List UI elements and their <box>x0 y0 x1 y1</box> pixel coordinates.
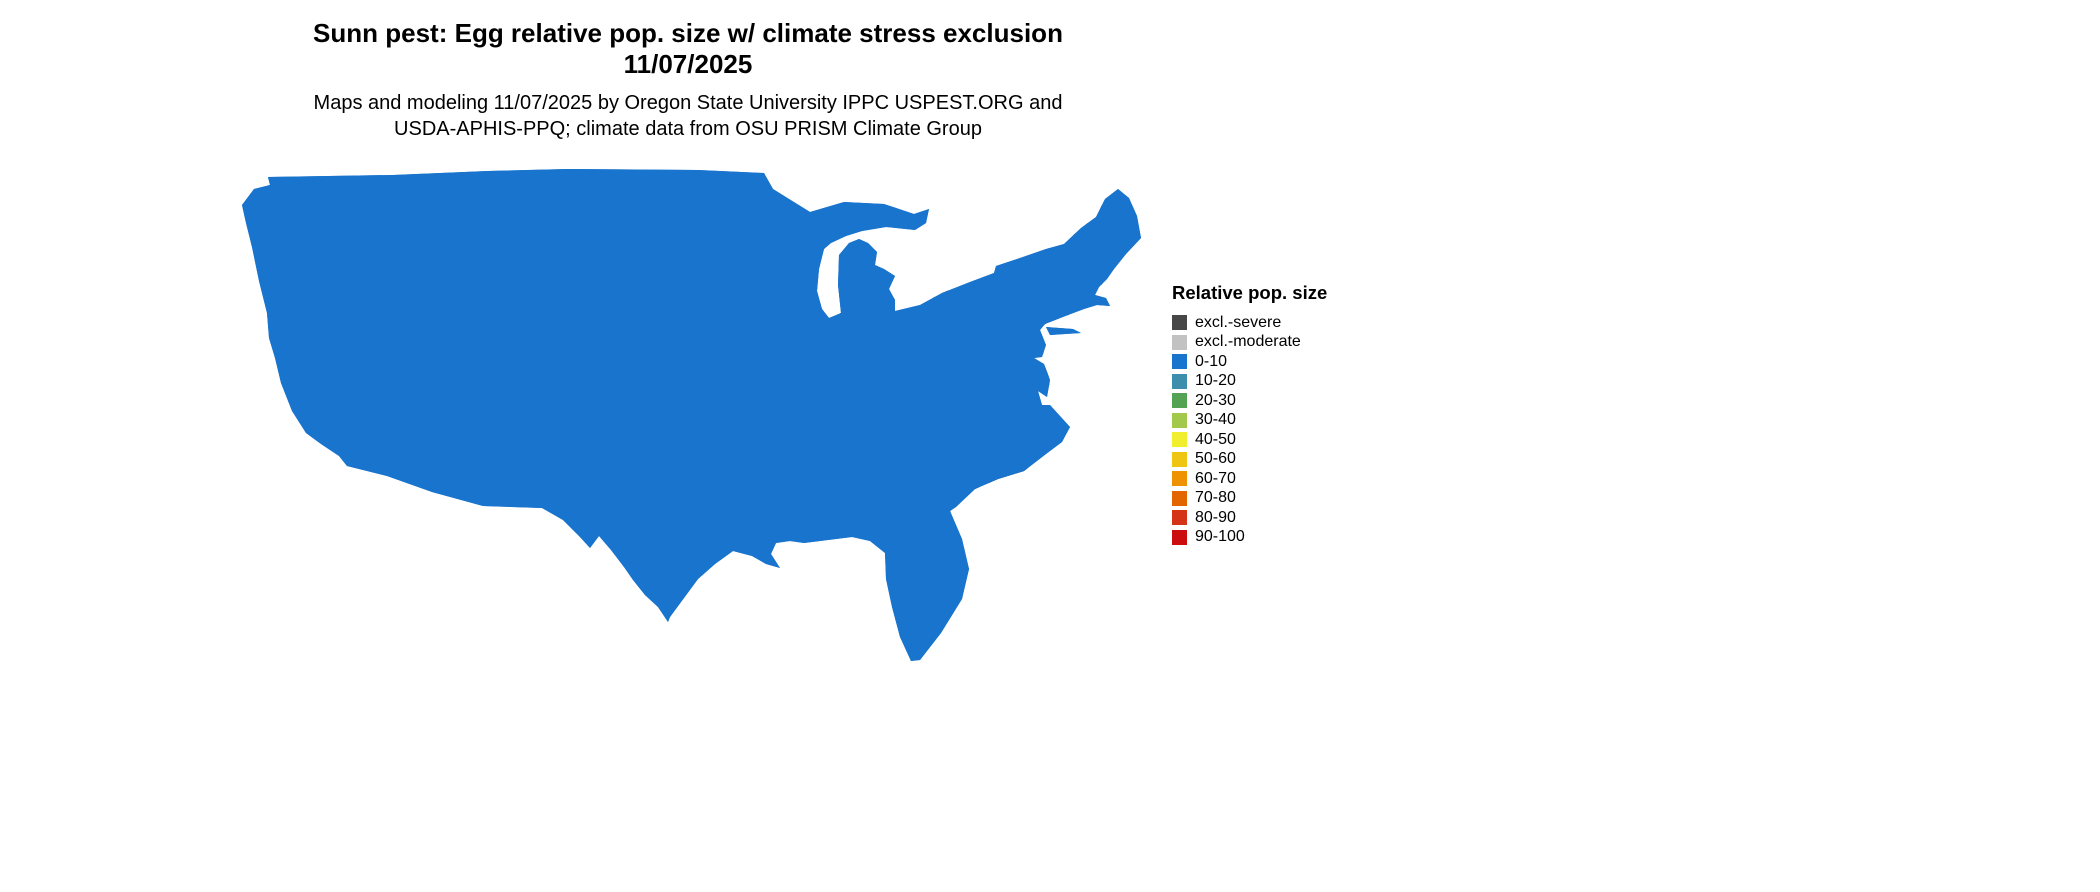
page-subtitle: Maps and modeling 11/07/2025 by Oregon S… <box>0 90 1376 142</box>
legend-item: 20-30 <box>1172 391 1392 411</box>
legend-item: 70-80 <box>1172 489 1392 509</box>
legend-item-label: 30-40 <box>1195 411 1236 429</box>
legend-item-label: 50-60 <box>1195 450 1236 468</box>
legend-swatch <box>1172 334 1187 350</box>
legend-item: 10-20 <box>1172 372 1392 392</box>
legend-title: Relative pop. size <box>1172 282 1328 303</box>
legend-swatch <box>1172 490 1187 506</box>
legend-item-label: 0-10 <box>1195 352 1228 370</box>
hotspot-speckle <box>262 181 266 184</box>
legend-swatch <box>1172 393 1187 409</box>
legend-swatch <box>1172 412 1187 428</box>
legend-swatch <box>1172 432 1187 448</box>
legend-item: 0-10 <box>1172 352 1392 372</box>
legend-item: excl.-moderate <box>1172 333 1392 353</box>
legend-item-label: 60-70 <box>1195 469 1236 487</box>
legend-item-label: 20-30 <box>1195 391 1236 409</box>
legend-item-label: 40-50 <box>1195 430 1236 448</box>
subtitle-line-1: Maps and modeling 11/07/2025 by Oregon S… <box>313 92 1063 114</box>
legend-item-label: 90-100 <box>1195 528 1245 546</box>
legend-item: 80-90 <box>1172 508 1392 528</box>
legend-swatch <box>1172 510 1187 526</box>
legend-swatch <box>1172 451 1187 467</box>
legend-swatch <box>1172 373 1187 389</box>
legend-item-label: 80-90 <box>1195 508 1236 526</box>
legend-swatch <box>1172 529 1187 545</box>
legend-item-label: 10-20 <box>1195 372 1236 390</box>
legend-item: 30-40 <box>1172 411 1392 431</box>
legend-item-label: excl.-moderate <box>1195 333 1301 351</box>
page-title: Sunn pest: Egg relative pop. size w/ cli… <box>0 18 1376 80</box>
legend-item-label: excl.-severe <box>1195 313 1282 331</box>
legend-item: 50-60 <box>1172 450 1392 470</box>
us-outline <box>240 167 1143 663</box>
legend-item: 40-50 <box>1172 430 1392 450</box>
title-line-1: Sunn pest: Egg relative pop. size w/ cli… <box>313 18 1063 48</box>
legend-swatch <box>1172 315 1187 331</box>
legend-swatch <box>1172 471 1187 487</box>
subtitle-line-2: USDA-APHIS-PPQ; climate data from OSU PR… <box>394 118 982 140</box>
title-line-2: 11/07/2025 <box>623 49 753 79</box>
legend-items: excl.-severe excl.-moderate 0-10 10-20 20-30… <box>1172 313 1392 547</box>
legend-item: excl.-severe <box>1172 313 1392 333</box>
legend: Relative pop. size excl.-severe excl.-mod… <box>1172 282 1392 547</box>
legend-item-label: 70-80 <box>1195 489 1236 507</box>
legend-item: 90-100 <box>1172 528 1392 548</box>
us-map <box>240 167 1143 663</box>
legend-swatch <box>1172 354 1187 370</box>
legend-item: 60-70 <box>1172 469 1392 489</box>
